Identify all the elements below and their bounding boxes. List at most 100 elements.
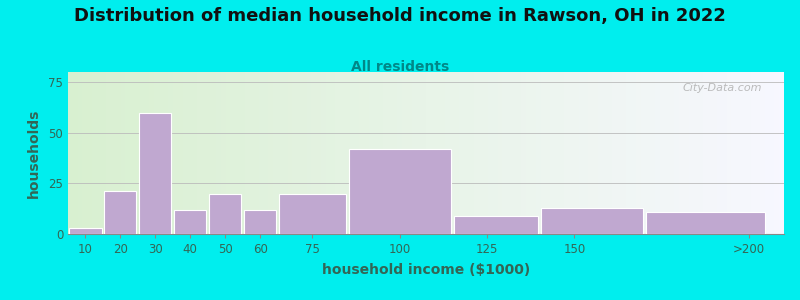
Bar (612, 72, 617, 234)
Bar (703, 72, 708, 234)
Bar (684, 72, 689, 234)
Bar (454, 216, 538, 234)
Bar (70, 228, 102, 234)
Bar (602, 72, 607, 234)
Bar (517, 72, 522, 234)
Bar (297, 72, 302, 234)
Bar (92, 72, 97, 234)
Bar (755, 72, 760, 234)
Bar (302, 72, 306, 234)
Bar (522, 72, 526, 234)
Bar (765, 72, 770, 234)
Bar (240, 72, 245, 234)
Bar (483, 72, 488, 234)
Bar (349, 149, 450, 234)
Bar (498, 72, 502, 234)
Bar (374, 72, 378, 234)
Text: City-Data.com: City-Data.com (683, 83, 762, 93)
Bar (526, 72, 531, 234)
Bar (250, 72, 254, 234)
Bar (202, 72, 206, 234)
Bar (359, 72, 364, 234)
Bar (422, 72, 426, 234)
Bar (116, 72, 121, 234)
Bar (187, 72, 192, 234)
Bar (412, 72, 417, 234)
Bar (82, 72, 87, 234)
Text: Distribution of median household income in Rawson, OH in 2022: Distribution of median household income … (74, 8, 726, 26)
Bar (722, 72, 726, 234)
Bar (536, 72, 541, 234)
Bar (560, 72, 565, 234)
Bar (574, 72, 578, 234)
Bar (717, 72, 722, 234)
Bar (726, 72, 731, 234)
Bar (626, 72, 631, 234)
Bar (135, 72, 139, 234)
Bar (244, 210, 276, 234)
Bar (226, 72, 230, 234)
Bar (383, 72, 388, 234)
Bar (269, 72, 274, 234)
Bar (641, 72, 646, 234)
Bar (546, 72, 550, 234)
Y-axis label: households: households (27, 108, 42, 198)
Bar (340, 72, 345, 234)
Bar (665, 72, 670, 234)
Bar (126, 72, 130, 234)
Bar (650, 72, 655, 234)
Bar (78, 72, 82, 234)
Bar (694, 72, 698, 234)
Bar (149, 72, 154, 234)
Bar (378, 72, 383, 234)
Bar (174, 210, 206, 234)
Bar (445, 72, 450, 234)
Bar (287, 72, 292, 234)
Bar (770, 72, 774, 234)
Bar (631, 72, 636, 234)
Bar (398, 72, 402, 234)
Bar (350, 72, 354, 234)
Text: All residents: All residents (351, 60, 449, 74)
Bar (469, 72, 474, 234)
Bar (569, 72, 574, 234)
Bar (197, 72, 202, 234)
Bar (221, 72, 226, 234)
Bar (209, 194, 242, 234)
Bar (622, 72, 626, 234)
Bar (512, 72, 517, 234)
Bar (593, 72, 598, 234)
Bar (440, 72, 445, 234)
Bar (646, 212, 765, 234)
Bar (541, 208, 643, 234)
Bar (417, 72, 422, 234)
Bar (278, 72, 282, 234)
Bar (698, 72, 703, 234)
Bar (478, 72, 483, 234)
Bar (321, 72, 326, 234)
Bar (531, 72, 536, 234)
Bar (493, 72, 498, 234)
Bar (407, 72, 412, 234)
Bar (216, 72, 221, 234)
Bar (335, 72, 340, 234)
Bar (617, 72, 622, 234)
Bar (354, 72, 359, 234)
Bar (282, 72, 287, 234)
Bar (68, 72, 73, 234)
Bar (474, 72, 478, 234)
Bar (555, 72, 560, 234)
Bar (689, 72, 694, 234)
Bar (254, 72, 259, 234)
Bar (274, 72, 278, 234)
Bar (192, 72, 197, 234)
Bar (583, 72, 588, 234)
Bar (464, 72, 469, 234)
Bar (97, 72, 102, 234)
Bar (264, 72, 269, 234)
Bar (488, 72, 493, 234)
Bar (211, 72, 216, 234)
Bar (182, 72, 187, 234)
Bar (708, 72, 712, 234)
Bar (393, 72, 398, 234)
